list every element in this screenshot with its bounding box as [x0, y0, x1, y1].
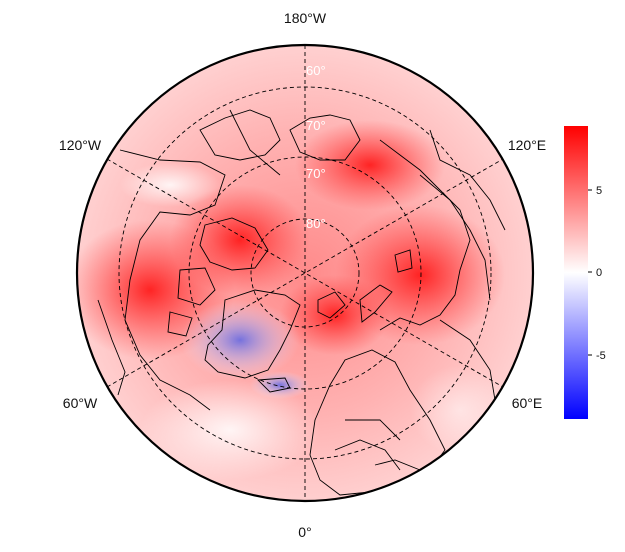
meridian-120w-60e — [106, 158, 504, 388]
meridian-60w-120e — [106, 158, 504, 388]
lat-label-70-inner: 70° — [306, 166, 326, 181]
colorbar-label-5: 5 — [596, 185, 602, 197]
map-boundary — [75, 43, 535, 503]
greenland-coast — [204, 289, 301, 379]
lat-label-70: 70° — [306, 118, 326, 133]
colorbar: 5 0 -5 — [564, 126, 606, 419]
lon-label-upper-left: 120°W — [59, 137, 102, 153]
lon-label-top: 180°W — [284, 10, 327, 26]
novaya-zemlya-coast — [359, 284, 393, 323]
lat-label-80: 80° — [306, 216, 326, 231]
anomaly-field — [77, 45, 533, 501]
lon-label-lower-right: 60°E — [512, 395, 543, 411]
coastlines — [97, 109, 506, 496]
svalbard-coast — [317, 291, 346, 319]
lon-label-upper-right: 120°E — [508, 137, 546, 153]
hudson-bay-coast — [97, 299, 126, 396]
lon-label-lower-left: 60°W — [63, 395, 98, 411]
siberia-coast — [379, 139, 471, 331]
colorbar-label-minus5: -5 — [596, 350, 606, 362]
alaska-coast — [199, 109, 281, 161]
canadian-archipelago-coast — [199, 217, 269, 271]
colorbar-label-0: 0 — [596, 267, 602, 279]
chukotka-coast — [289, 114, 361, 161]
north-america-coast — [119, 149, 226, 411]
graticule — [106, 45, 504, 501]
colorbar-ramp — [564, 126, 588, 419]
lat-label-60: 60° — [306, 63, 326, 78]
lon-label-bottom: 0° — [298, 524, 311, 540]
europe-coast — [309, 349, 446, 496]
